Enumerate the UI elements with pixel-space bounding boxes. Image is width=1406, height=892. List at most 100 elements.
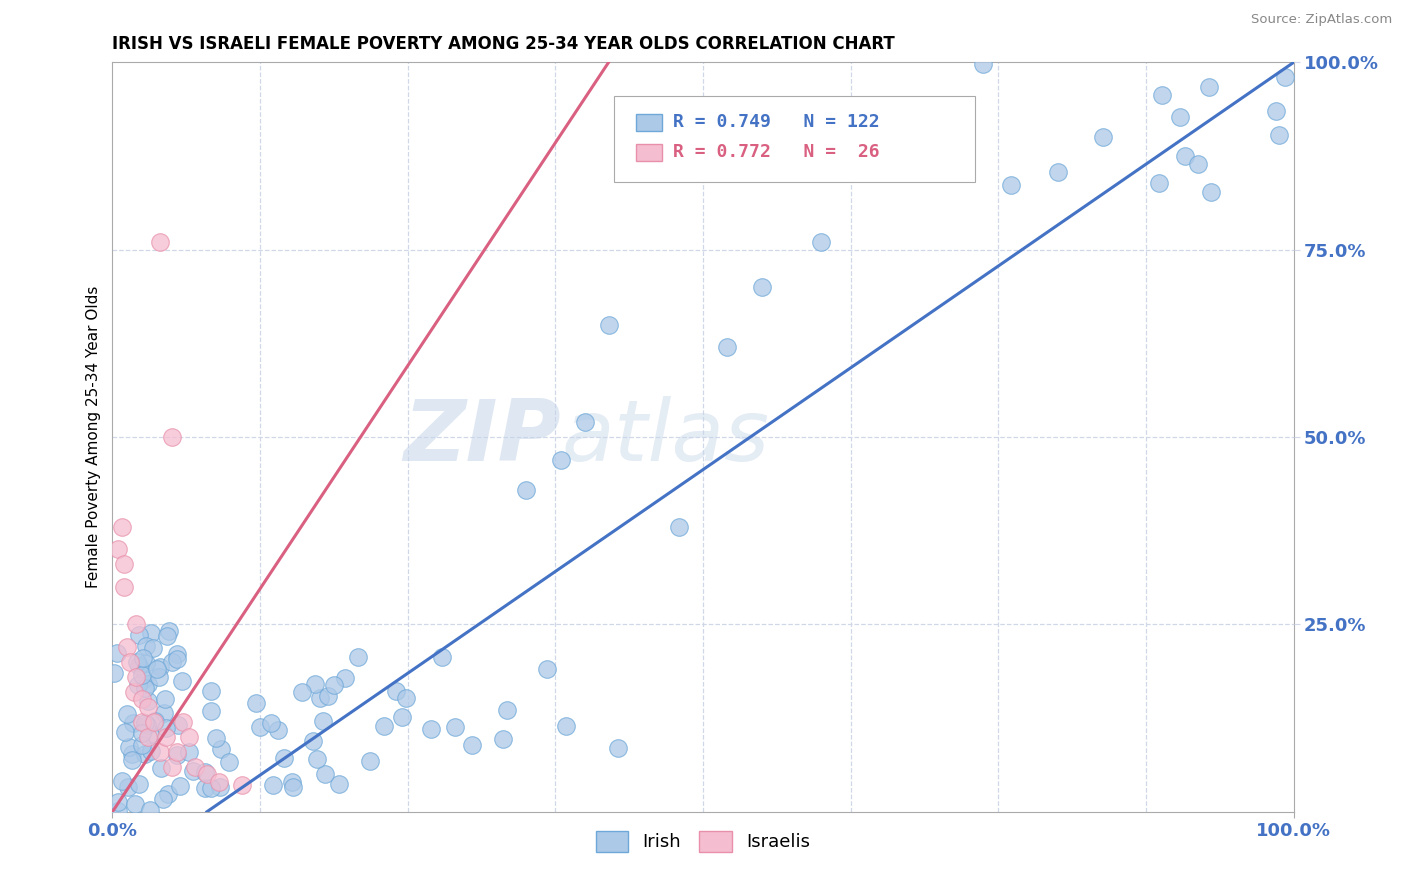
Point [1264,104,1286,119]
Point [394,691,416,706]
Point [156,629,179,643]
Point [373,719,395,733]
Point [132,672,155,686]
Point [194,765,217,780]
Point [149,745,172,759]
Point [283,780,305,794]
Point [131,714,153,729]
Point [304,676,326,690]
Point [148,670,170,684]
Point [1000,178,1022,192]
Point [152,791,174,805]
FancyBboxPatch shape [614,96,974,182]
Point [249,721,271,735]
Point [260,715,283,730]
Point [169,779,191,793]
Point [107,805,129,819]
Point [810,235,832,250]
Point [267,723,290,738]
Point [135,656,157,670]
Point [166,748,188,763]
Point [328,777,350,791]
Point [419,722,441,736]
Point [114,724,136,739]
Point [152,706,174,721]
Point [385,684,408,698]
Point [231,779,253,793]
Point [245,696,267,710]
Point [181,764,204,778]
Point [1092,130,1115,145]
Point [115,706,138,721]
Point [139,625,162,640]
Point [301,734,323,748]
Point [1187,157,1209,171]
Point [149,235,172,250]
Point [131,692,153,706]
Point [1268,128,1291,142]
Point [115,640,138,654]
Text: R = 0.749   N = 122: R = 0.749 N = 122 [673,113,880,131]
Point [166,647,188,661]
Point [1046,165,1069,179]
Point [346,650,368,665]
Text: atlas: atlas [561,395,769,479]
Point [209,741,232,756]
Point [125,617,148,632]
Point [550,452,572,467]
Point [1198,79,1220,94]
Point [124,797,146,811]
Point [122,716,145,731]
Point [107,542,129,557]
Point [177,745,200,759]
Point [200,684,222,698]
Point [122,685,145,699]
Point [555,718,578,732]
Point [134,747,156,761]
Point [136,694,159,708]
Point [160,655,183,669]
Point [112,580,135,594]
Point [184,760,207,774]
Point [312,714,335,728]
Point [200,704,222,718]
Point [125,670,148,684]
Point [281,775,304,789]
Y-axis label: Female Poverty Among 25-34 Year Olds: Female Poverty Among 25-34 Year Olds [86,286,101,588]
Point [149,659,172,673]
Point [972,57,994,71]
Point [179,730,201,744]
Point [166,745,188,759]
Point [111,773,134,788]
Point [318,689,340,703]
Point [127,656,149,670]
Point [444,720,467,734]
Point [314,767,336,781]
Point [262,778,284,792]
Point [432,649,454,664]
Point [156,788,179,802]
Point [170,674,193,689]
Point [172,714,194,729]
Point [209,780,232,794]
Point [1152,87,1174,102]
Point [136,718,159,732]
Point [117,780,139,794]
Point [128,777,150,791]
Point [160,430,183,444]
Point [127,678,149,692]
Point [305,752,328,766]
Point [142,714,165,729]
Text: IRISH VS ISRAELI FEMALE POVERTY AMONG 25-34 YEAR OLDS CORRELATION CHART: IRISH VS ISRAELI FEMALE POVERTY AMONG 25… [112,35,896,53]
Point [155,730,177,744]
Point [536,662,558,676]
Point [121,747,143,761]
Point [291,685,314,699]
Point [155,721,177,735]
Point [138,803,160,817]
Point [121,753,143,767]
Point [153,692,176,706]
Point [1174,149,1197,163]
Legend: Irish, Israelis: Irish, Israelis [589,823,817,859]
Point [1147,176,1170,190]
